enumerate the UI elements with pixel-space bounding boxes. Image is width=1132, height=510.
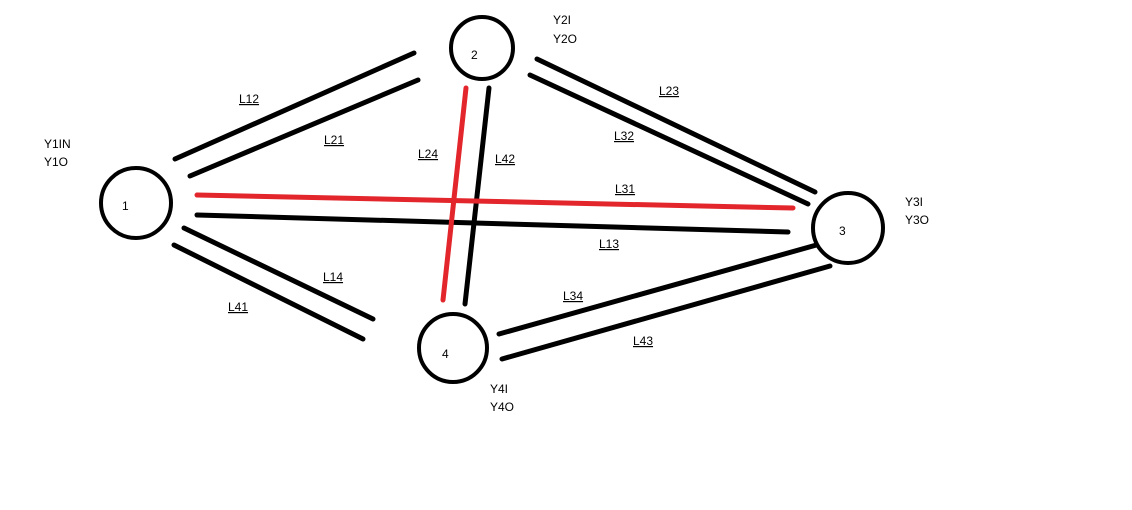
link-24-label: L24	[418, 147, 438, 161]
node-3-annotation-in: Y3I	[905, 195, 923, 209]
link-23-label: L23	[659, 84, 679, 98]
link-43-label: L43	[633, 334, 653, 348]
node-1-label: 1	[122, 199, 129, 213]
node-4: 4	[417, 312, 489, 384]
node-2: 2	[449, 15, 515, 81]
node-1: 1	[99, 166, 173, 240]
node-2-annotation-out: Y2O	[553, 32, 577, 46]
node-2-label: 2	[471, 48, 478, 62]
link-24-line	[440, 85, 469, 303]
link-43-line	[499, 263, 833, 362]
node-3-label: 3	[839, 224, 846, 238]
link-31-line	[194, 192, 796, 211]
node-4-circle	[417, 312, 489, 384]
link-42-line	[462, 85, 492, 307]
node-4-annotation-in: Y4I	[490, 382, 508, 396]
link-34-label: L34	[563, 289, 583, 303]
node-3-annotation-out: Y3O	[905, 213, 929, 227]
link-13-label: L13	[599, 237, 619, 251]
link-12-label: L12	[239, 92, 259, 106]
link-41-label: L41	[228, 300, 248, 314]
link-32-label: L32	[614, 129, 634, 143]
node-4-label: 4	[442, 347, 449, 361]
node-2-annotation-in: Y2I	[553, 13, 571, 27]
node-1-annotation-out: Y1O	[44, 155, 68, 169]
link-42-label: L42	[495, 152, 515, 166]
link-31-label: L31	[615, 182, 635, 196]
link-32-line	[527, 72, 811, 207]
node-3-circle	[811, 191, 885, 265]
link-34-line	[496, 241, 823, 337]
node-1-annotation-in: Y1IN	[44, 137, 71, 151]
link-21-label: L21	[324, 133, 344, 147]
link-41-line	[171, 242, 366, 342]
node-4-annotation-out: Y4O	[490, 400, 514, 414]
link-13-line	[194, 212, 791, 235]
node-2-circle	[449, 15, 515, 81]
link-23-line	[534, 56, 818, 195]
node-1-circle	[99, 166, 173, 240]
link-14-label: L14	[323, 270, 343, 284]
link-12-line	[172, 50, 417, 162]
link-14-line	[181, 225, 376, 322]
link-21-line	[187, 77, 421, 179]
node-3: 3	[811, 191, 885, 265]
